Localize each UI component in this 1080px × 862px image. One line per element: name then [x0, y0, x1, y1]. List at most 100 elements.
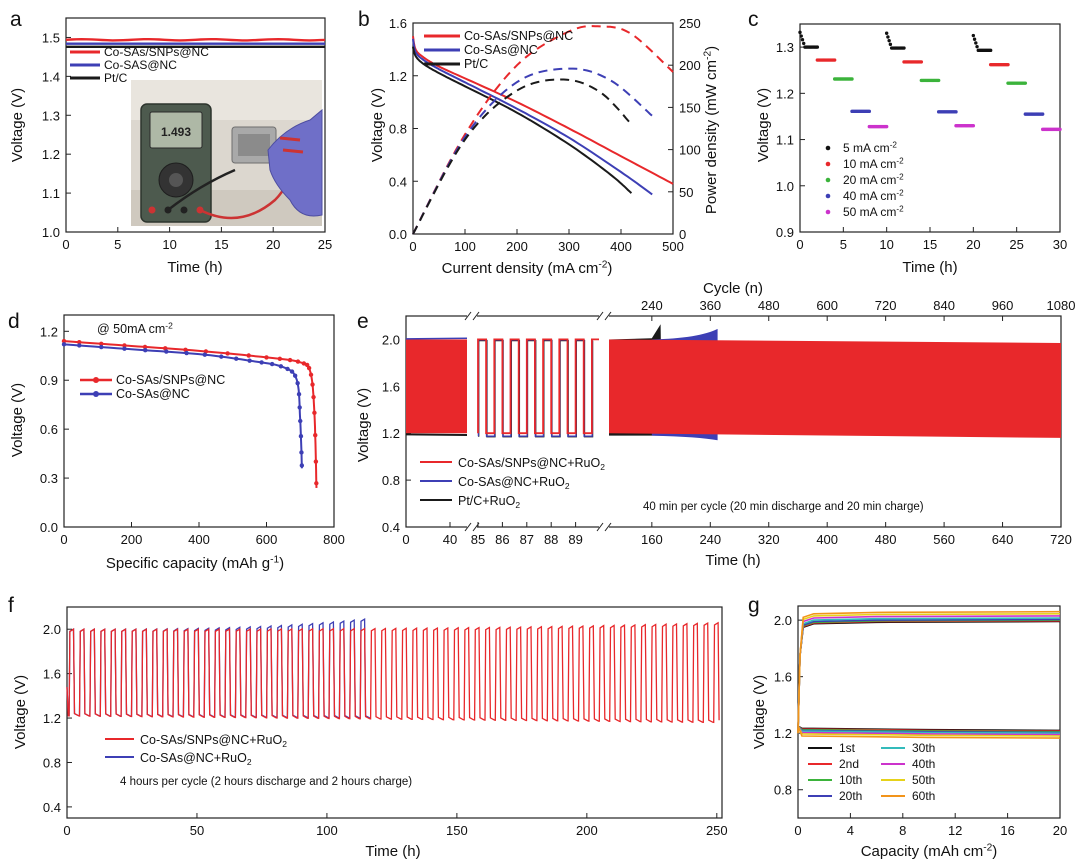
- data-point: [971, 123, 976, 128]
- y-tick-label: 0.8: [382, 473, 400, 488]
- x-axis-label: Specific capacity (mAh g-1​): [106, 554, 284, 572]
- series-line: [797, 617, 1061, 734]
- data-point: [850, 77, 854, 81]
- data-point: [886, 35, 890, 39]
- panel-label: g: [748, 594, 760, 617]
- series-line: [65, 37, 326, 42]
- panel-label: d: [8, 310, 20, 333]
- data-point: [798, 30, 802, 35]
- series-line: [66, 621, 720, 724]
- multimeter-screen: [149, 111, 203, 149]
- axis-break-mark: [472, 311, 480, 321]
- legend-entry: 30th: [912, 741, 935, 755]
- y-tick-label: 1.6: [382, 379, 400, 394]
- x-axis-label: Time (h): [167, 259, 222, 276]
- x-tick-label: 560: [933, 532, 955, 547]
- black-wire: [167, 168, 236, 211]
- data-point: [264, 355, 269, 360]
- y-axis-label: Voltage (V): [755, 88, 772, 162]
- series-line: [405, 337, 468, 340]
- series-line: [797, 725, 1061, 739]
- x2-axis-label: Cycle (n): [703, 280, 763, 297]
- axis-break-gap: [467, 314, 477, 529]
- x-tick-label: 85: [471, 532, 485, 547]
- y-tick-label: 1.2: [43, 711, 61, 726]
- data-point: [1023, 81, 1028, 85]
- x-tick-label: 250: [706, 823, 728, 838]
- x-tick-label: 86: [495, 532, 509, 547]
- y-tick-label: 1.3: [776, 40, 794, 55]
- y-tick-label: 1.6: [774, 670, 792, 685]
- data-point: [295, 380, 300, 386]
- panel-label: e: [357, 310, 369, 333]
- data-point: [884, 124, 889, 129]
- dense-cycling-block: [406, 339, 467, 434]
- y2-axis-label: Power density (mW cm-2​): [702, 46, 720, 214]
- y-tick-label: 1.2: [40, 324, 58, 339]
- panel-label: f: [8, 594, 14, 617]
- y-tick-label: 0.0: [389, 227, 407, 242]
- y-tick-label: 1.2: [382, 426, 400, 441]
- data-point: [972, 37, 977, 41]
- series-line: [477, 338, 601, 435]
- photo-inset: 1.493: [131, 80, 323, 226]
- y-axis-label: Voltage (V): [355, 388, 372, 462]
- x-tick-label: 0: [62, 237, 69, 252]
- y-tick-label: 1.6: [43, 667, 61, 682]
- y-tick-label: 0.4: [382, 520, 400, 535]
- legend-entry: 5 mA cm-2​: [843, 140, 897, 155]
- x-tick-label: 20: [266, 237, 280, 252]
- y-tick-label: 1.2: [42, 147, 60, 162]
- y-axis-label: Voltage (V): [9, 383, 26, 457]
- data-point: [884, 31, 889, 35]
- annotation-current: @ 50mA cm-2​: [97, 320, 173, 336]
- data-point: [99, 344, 104, 350]
- panel-label: b: [358, 8, 370, 31]
- data-point: [800, 38, 805, 42]
- data-point: [99, 341, 104, 346]
- legend-entry: Co-SAs/SNPs@NC: [464, 29, 573, 43]
- x-tick-label: 240: [699, 532, 721, 547]
- plot-frame: [66, 606, 723, 819]
- data-point: [306, 365, 312, 371]
- plot-frame: [799, 23, 1061, 233]
- series-line: [412, 78, 633, 235]
- legend-marker: [825, 209, 831, 215]
- x-axis-label: Time (h): [705, 552, 760, 569]
- x-tick-label: 600: [256, 532, 278, 547]
- x-tick-label: 800: [323, 532, 345, 547]
- x-tick-label: 15: [923, 237, 937, 252]
- y-tick-label: 1.5: [42, 30, 60, 45]
- x-tick-label: 87: [520, 532, 534, 547]
- legend-entry: 50th: [912, 773, 935, 787]
- series-line: [412, 67, 653, 235]
- legend-entry: Pt/C+RuO2​: [458, 494, 520, 510]
- data-point: [888, 42, 893, 47]
- multimeter-reading: 1.493: [161, 125, 191, 139]
- x-tick-label: 100: [454, 239, 476, 254]
- data-point: [902, 46, 906, 50]
- data-point: [278, 364, 284, 369]
- y-tick-label: 2.0: [382, 332, 400, 347]
- data-point: [867, 109, 872, 114]
- data-point: [1058, 127, 1062, 132]
- data-point: [225, 351, 230, 356]
- panel-f: f 0 50 100 150 200 250 0.4 0.8 1.2 1.6 2.0 Time (h) V…: [8, 594, 728, 860]
- y-tick-label: 2.0: [774, 613, 792, 628]
- legend-entry: Pt/C: [104, 71, 128, 85]
- panel-g: g 0 4 8 12 16 20 0.8 1.2 1.6 2.0 Capacity (mAh cm-2…: [748, 594, 1067, 860]
- y-axis-label: Voltage (V): [12, 675, 29, 749]
- x-tick-label: 30: [1053, 237, 1067, 252]
- legend-entry: 40 mA cm-2​: [843, 188, 904, 203]
- data-point: [292, 373, 298, 378]
- x-tick-label: 500: [662, 239, 684, 254]
- x-axis-label: Capacity (mAh cm-2​): [861, 842, 998, 860]
- legend-entry: 20th: [839, 789, 862, 803]
- data-point: [219, 354, 224, 359]
- y2-tick-label: 250: [679, 16, 701, 31]
- y-axis-label: Voltage (V): [751, 675, 768, 749]
- x-tick-label: 160: [641, 532, 663, 547]
- data-point: [314, 481, 319, 486]
- panel-d: d 0 200 400 600 800 0.0 0.3 0.6 0.9 1.2 Specific ca…: [8, 310, 345, 572]
- data-point: [312, 410, 317, 416]
